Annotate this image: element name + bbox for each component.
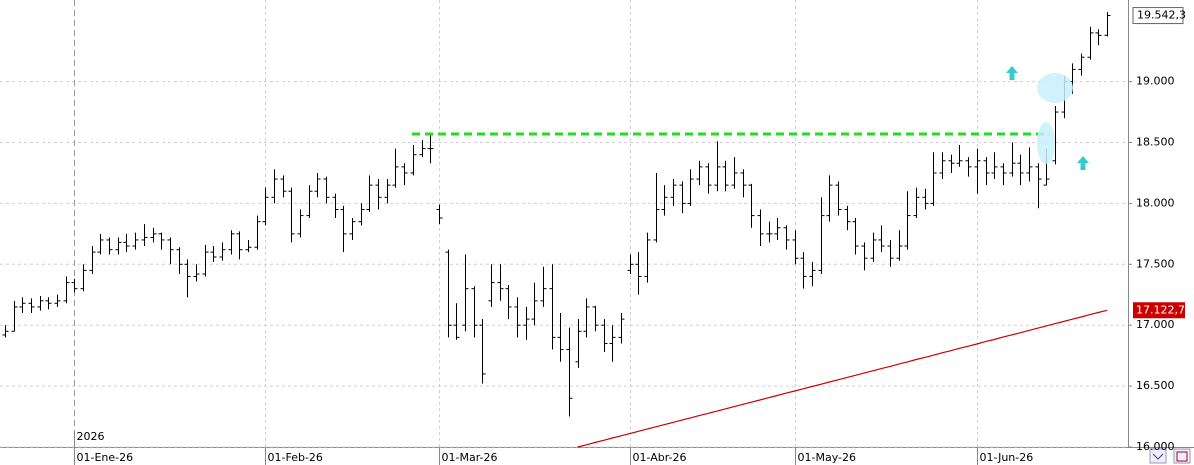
x-tick-label: 01-Jun-26 [980,451,1034,464]
y-tick-label: 18.000 [1136,196,1175,209]
x-tick-label: 01-Ene-26 [77,451,134,464]
ma-label: 17.122,7 [1136,303,1185,316]
y-tick-label: 17.000 [1136,318,1175,331]
y-tick-label: 18.500 [1136,136,1175,149]
highlight-circle [1037,73,1073,103]
y-tick-label: 19.000 [1136,75,1175,88]
price-label-box [1132,7,1184,25]
arrow-up [1077,156,1089,170]
toolbar-icon [1176,451,1188,462]
x-tick-label: 01-May-26 [798,451,856,464]
arrow-up [1006,66,1018,80]
y-tick-label: 16.500 [1136,379,1175,392]
y-tick-label: 16.000 [1136,440,1175,453]
toolbar-icon [1152,453,1164,460]
ma-label-box [1133,302,1185,319]
year-label: 2026 [77,430,105,443]
x-tick-label: 01-Abr-26 [633,451,687,464]
y-tick-label: 17.500 [1136,257,1175,270]
x-tick-label: 01-Mar-26 [442,451,498,464]
toolbar-button[interactable] [1149,448,1167,464]
highlight-circle [1037,122,1055,164]
moving-average [577,309,1108,448]
plot: 2026 [0,0,1132,448]
x-tick-label: 01-Feb-26 [268,451,323,464]
price-label: 19.542,3 [1137,9,1186,22]
